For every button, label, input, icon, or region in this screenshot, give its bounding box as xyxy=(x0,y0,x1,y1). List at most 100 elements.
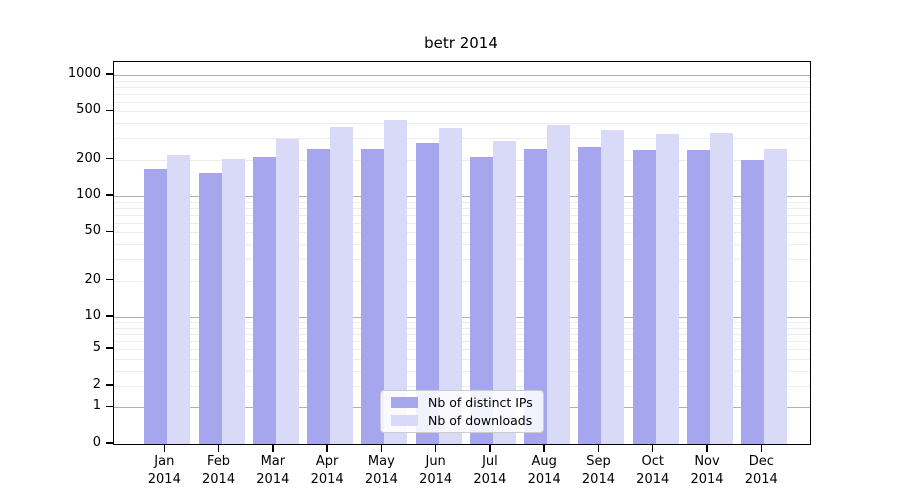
x-axis-tick xyxy=(597,444,600,452)
x-axis-tick xyxy=(651,444,654,452)
bar-distinct-ips xyxy=(144,168,168,444)
y-tick-label: 1 xyxy=(92,398,101,414)
bar-downloads xyxy=(547,125,571,444)
bar-distinct-ips xyxy=(252,156,276,444)
gridline-minor xyxy=(114,358,810,360)
bar-downloads xyxy=(655,134,679,444)
gridline-minor xyxy=(114,333,810,335)
legend-label-distinct-ips: Nb of distinct IPs xyxy=(428,395,533,410)
gridline-minor xyxy=(114,207,810,209)
x-tick-label: Oct 2014 xyxy=(636,454,670,487)
bar-downloads xyxy=(275,138,299,444)
gridline-minor xyxy=(114,123,810,125)
legend-item-distinct-ips: Nb of distinct IPs xyxy=(381,395,543,410)
gridline-minor xyxy=(114,385,810,387)
y-tick-label: 200 xyxy=(76,150,101,166)
bar-downloads xyxy=(167,154,191,444)
y-tick-label: 500 xyxy=(76,102,101,118)
gridline-minor xyxy=(114,222,810,224)
bar-distinct-ips xyxy=(361,148,385,444)
y-axis-tick xyxy=(106,194,113,196)
x-tick-label: Dec 2014 xyxy=(744,454,778,487)
x-axis-tick xyxy=(380,444,383,452)
bar-distinct-ips xyxy=(741,160,765,444)
x-tick-label: May 2014 xyxy=(364,454,398,487)
x-axis-tick xyxy=(760,444,763,452)
y-axis-tick xyxy=(106,109,113,112)
x-tick-label: Nov 2014 xyxy=(690,454,724,487)
legend-item-downloads: Nb of downloads xyxy=(381,413,543,428)
y-tick-label: 10 xyxy=(84,308,101,323)
x-tick-label: Jul 2014 xyxy=(473,454,507,487)
gridline-major xyxy=(114,75,810,76)
x-tick-label: Aug 2014 xyxy=(527,454,561,487)
y-tick-label: 1000 xyxy=(67,66,101,81)
y-axis-tick xyxy=(106,315,113,317)
x-axis-tick xyxy=(217,444,220,452)
bar-distinct-ips xyxy=(469,156,493,444)
y-tick-label: 100 xyxy=(76,187,101,202)
bar-downloads xyxy=(764,148,788,444)
chart-title: betr 2014 xyxy=(424,34,498,52)
plot-area xyxy=(113,61,811,445)
gridline-minor xyxy=(114,340,810,342)
legend-swatch-distinct-ips xyxy=(391,397,418,408)
y-axis-tick xyxy=(106,384,113,386)
gridline-minor xyxy=(114,214,810,216)
y-axis-tick xyxy=(106,278,113,281)
x-axis-tick xyxy=(706,444,708,452)
y-axis-tick xyxy=(106,442,113,444)
bar-distinct-ips xyxy=(578,146,602,444)
x-axis-tick xyxy=(163,444,166,452)
y-tick-label: 5 xyxy=(92,340,101,356)
bar-distinct-ips xyxy=(687,150,710,444)
bar-downloads xyxy=(492,140,516,444)
gridline-minor xyxy=(114,259,810,261)
gridline-minor xyxy=(114,159,810,161)
x-tick-label: Mar 2014 xyxy=(256,454,290,487)
y-axis-tick xyxy=(106,157,113,160)
y-tick-label: 2 xyxy=(92,376,101,392)
y-axis-tick xyxy=(106,230,113,233)
bar-distinct-ips xyxy=(307,148,331,444)
gridline-minor xyxy=(114,349,810,351)
y-axis-tick xyxy=(106,405,113,408)
bar-distinct-ips xyxy=(198,172,222,444)
legend-label-downloads: Nb of downloads xyxy=(428,413,533,428)
bar-distinct-ips xyxy=(415,142,439,444)
legend: Nb of distinct IPs Nb of downloads xyxy=(380,390,544,433)
bar-downloads xyxy=(221,158,245,444)
gridline-minor xyxy=(114,201,810,203)
gridline-major xyxy=(114,196,810,197)
bar-distinct-ips xyxy=(524,148,548,444)
gridline-minor xyxy=(114,101,810,103)
x-axis-tick xyxy=(543,444,545,452)
x-tick-label: Sep 2014 xyxy=(581,454,615,487)
y-axis-tick xyxy=(106,73,113,75)
gridline-minor xyxy=(114,86,810,88)
y-tick-label: 0 xyxy=(92,435,101,450)
gridline-minor xyxy=(114,111,810,113)
y-tick-label: 50 xyxy=(84,223,101,239)
y-axis-tick xyxy=(106,347,113,349)
gridline-minor xyxy=(114,327,810,329)
x-axis-tick xyxy=(489,444,491,452)
gridline-minor xyxy=(114,138,810,140)
legend-swatch-downloads xyxy=(391,415,418,426)
gridline-minor xyxy=(114,93,810,95)
gridline-minor xyxy=(114,244,810,246)
gridline-minor xyxy=(114,232,810,234)
bar-downloads xyxy=(438,127,462,444)
gridline-minor xyxy=(114,322,810,323)
bar-distinct-ips xyxy=(632,149,656,444)
x-tick-label: Jan 2014 xyxy=(147,454,181,487)
gridline-minor xyxy=(114,370,810,372)
bar-downloads xyxy=(384,119,408,444)
bar-downloads xyxy=(710,132,733,444)
x-axis-tick xyxy=(434,444,437,452)
bar-downloads xyxy=(601,129,625,444)
bar-downloads xyxy=(330,126,354,444)
gridline-major xyxy=(114,317,810,318)
x-tick-label: Feb 2014 xyxy=(202,454,236,487)
